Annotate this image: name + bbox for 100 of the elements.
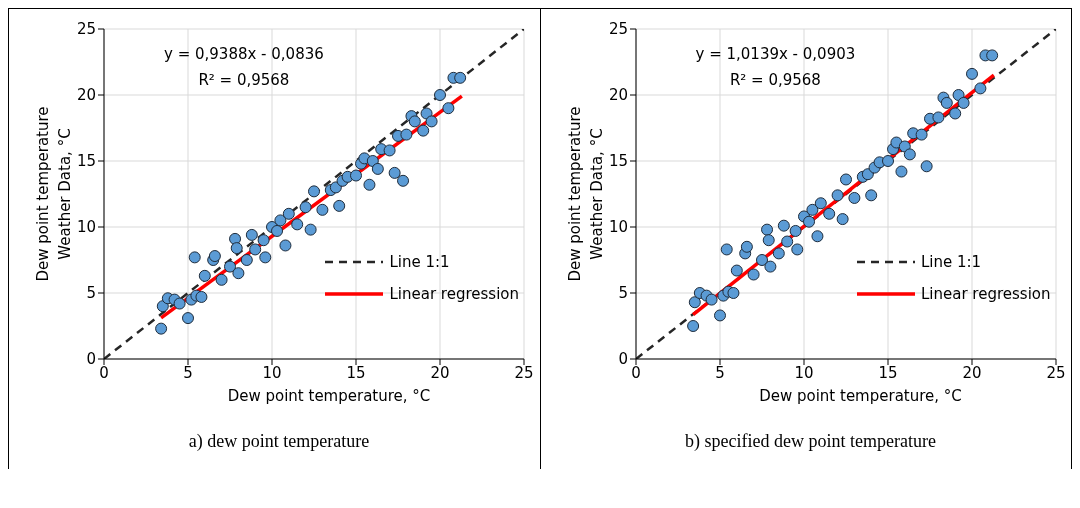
y-axis-title: Dew point temperature Weather Data, °C [33,105,75,284]
point [397,174,410,187]
x-tick-label: 25 [1045,363,1066,382]
legend-label: Linear regression [920,285,1051,304]
point [257,234,270,247]
point [215,273,228,286]
point [726,287,739,299]
point [155,322,168,335]
point [903,148,916,161]
point [705,293,718,306]
x-tick-label: 10 [793,363,814,382]
point [686,320,699,332]
point [454,71,467,84]
point [245,228,258,241]
annotation: R² = 0,9568 [197,70,291,91]
point [417,124,430,137]
point [747,268,760,281]
y-tick-label: 5 [617,284,628,303]
point [425,115,438,128]
y-tick-label: 15 [76,152,96,171]
point [777,219,790,232]
text: b) specified dew point temperature [684,431,937,452]
point [762,234,775,247]
point [434,89,446,101]
point [881,155,894,167]
y-tick-label: 10 [608,218,628,237]
point [720,243,733,256]
point [383,144,396,157]
point [173,297,186,310]
point [985,49,998,62]
point [920,160,933,173]
point [291,218,304,231]
point [780,235,793,248]
x-tick-label: 20 [961,363,982,382]
legend-label: Linear regression [389,285,519,304]
point [408,115,421,128]
x-tick-label: 10 [262,363,282,382]
point [760,223,773,236]
x-tick-label: 0 [99,363,109,382]
point [363,178,376,191]
point [894,165,907,178]
point [755,254,768,266]
point [350,169,362,182]
point [249,243,262,256]
point [240,254,253,266]
point [847,191,860,204]
x-tick-label: 0 [630,363,641,382]
annotation: y = 1,0139x - 0,0903 [695,44,856,65]
x-tick-label: 5 [714,363,725,382]
point [790,243,803,256]
point [279,239,292,252]
point [208,250,221,263]
y-tick-label: 5 [86,284,96,303]
point [308,185,320,198]
point [316,203,329,216]
point [836,213,849,226]
x-tick-label: 15 [346,363,366,382]
text: a) dew point temperature [187,431,371,452]
point [915,128,928,141]
x-tick-label: 15 [877,363,898,382]
point [965,67,978,80]
y-tick-label: 10 [76,218,96,237]
point [282,207,295,220]
point [198,269,211,282]
x-axis-title: Dew point temperature, °C [226,387,432,405]
point [156,300,169,313]
point [740,240,753,253]
annotation: R² = 0,9568 [728,70,822,91]
x-tick-label: 5 [183,363,193,382]
y-tick-label: 0 [86,350,96,369]
point [442,102,455,115]
point [864,189,877,202]
point [805,203,818,216]
y-tick-label: 20 [608,86,628,105]
annotation: y = 0,9388x - 0,0836 [164,44,324,65]
point [259,251,272,264]
point [763,260,776,273]
point [329,181,342,194]
point [948,107,961,120]
x-tick-label: 25 [514,363,534,382]
point [232,267,245,280]
point [957,96,970,109]
point [973,82,986,95]
point [333,199,346,212]
point [931,111,944,124]
y-tick-label: 15 [608,152,628,171]
legend-label: Line 1:1 [920,253,982,272]
point [299,201,312,214]
point [688,296,701,309]
y-tick-label: 25 [76,20,96,39]
point [224,260,236,273]
point [789,224,802,237]
y-tick-label: 20 [76,86,96,105]
point [713,309,726,322]
point [810,230,823,243]
point [940,96,953,109]
point [772,247,785,260]
point [822,207,835,220]
point [274,214,287,227]
x-axis-title: Dew point temperature, °C [758,387,963,405]
